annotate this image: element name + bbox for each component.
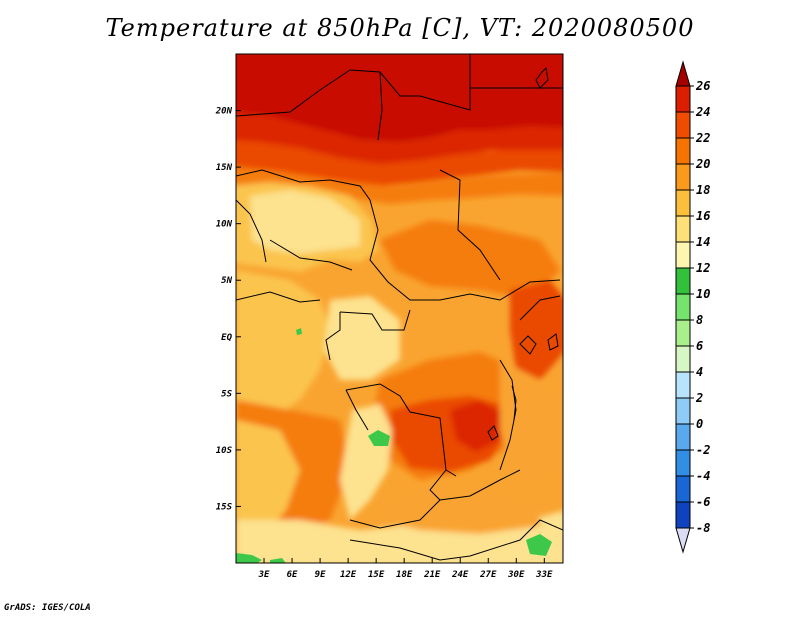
colorbar-swatch (675, 397, 691, 425)
colorbar-tick-label: 20 (695, 157, 710, 171)
colorbar-tick-label: 14 (696, 235, 710, 249)
colorbar-swatch (675, 475, 691, 503)
south-mid (380, 490, 540, 534)
colorbar-tick-label: 12 (696, 261, 710, 275)
lon-tick-label: 33E (535, 570, 553, 580)
colorbar-swatch (675, 501, 691, 529)
colorbar-tick-label: 22 (695, 131, 710, 145)
colorbar-swatch (675, 423, 691, 451)
green-patch-angola (368, 430, 390, 446)
colorbar-tick-label: 24 (695, 105, 710, 119)
colorbar-tick-label: 16 (696, 209, 710, 223)
lon-tick-label: 21E (423, 570, 441, 580)
colorbar-tick-label: 6 (696, 339, 703, 353)
east-lowland (500, 360, 563, 490)
map-frame (235, 53, 564, 564)
temperature-field (236, 54, 563, 563)
lon-tick-label: 15E (368, 570, 385, 580)
longitude-axis: 3E 6E 9E 12E 15E 18E 21E 24E 27E 30E 33E (258, 558, 553, 580)
hot-band-north (236, 54, 563, 142)
colorbar-swatch (675, 215, 691, 243)
lat-tick-label: 10N (216, 220, 233, 230)
band-24 (236, 112, 563, 164)
lat-tick-label: 5S (221, 389, 232, 399)
green-dot-gabon (296, 328, 302, 335)
lat-tick-label: EQ (221, 333, 232, 343)
colorbar-swatch (675, 449, 691, 477)
band-22 (236, 140, 563, 186)
lon-tick-label: 9E (315, 570, 326, 580)
lat-tick-label: 20N (215, 107, 233, 117)
east-highland-cool (510, 280, 563, 380)
lon-tick-label: 24E (451, 570, 469, 580)
lon-tick-label: 3E (258, 570, 270, 580)
colorbar-swatch (675, 85, 691, 113)
green-patch-south (270, 558, 286, 563)
colorbar-tick-label: 0 (696, 417, 703, 431)
country-borders (236, 54, 563, 561)
lat-tick-label: 15S (216, 502, 233, 512)
colorbar-tick-label: 18 (696, 183, 710, 197)
colorbar-tick-label: 4 (696, 365, 703, 379)
colorbar-swatch (675, 163, 691, 191)
colorbar-swatch (675, 189, 691, 217)
lon-tick-label: 12E (340, 570, 357, 580)
grads-credit: GrADS: IGES/COLA (4, 603, 91, 613)
colorbar-swatch (675, 111, 691, 139)
colorbar-tick-label: 26 (695, 79, 710, 93)
lat-tick-label: 5N (221, 276, 232, 286)
lon-tick-label: 6E (287, 570, 298, 580)
green-patch-southwest (236, 553, 262, 563)
coast-cool (236, 270, 330, 424)
colorbar-bottom-arrow (675, 527, 691, 554)
coast-sw-cool (236, 420, 300, 540)
colorbar-top-arrow (675, 60, 691, 87)
colorbar-swatch (675, 345, 691, 373)
latitude-axis: 20N 15N 10N 5N EQ 5S 10S 15S (215, 107, 241, 512)
colorbar-swatch (675, 319, 691, 347)
lon-tick-label: 27E (479, 570, 497, 580)
hot-spot-24 (450, 400, 500, 452)
lat-tick-label: 10S (216, 446, 233, 456)
lakes (487, 66, 559, 441)
colorbar-tick-label: 8 (696, 313, 703, 327)
band-20 (236, 166, 563, 204)
colorbar-tick-label: 2 (695, 391, 703, 405)
colorbar-swatch (675, 293, 691, 321)
colorbar-tick-label: -6 (696, 495, 710, 509)
lat-tick-label: 15N (216, 163, 233, 173)
colorbar-tick-label: -4 (696, 469, 710, 483)
colorbar-tick-label: -2 (696, 443, 710, 457)
congo-cool (324, 296, 400, 380)
colorbar-swatch (675, 241, 691, 269)
colorbar-swatch (675, 371, 691, 399)
central-warm-north (380, 220, 560, 300)
map-title: Temperature at 850hPa [C], VT: 202008050… (105, 14, 695, 42)
green-patch-southeast (526, 534, 552, 556)
colorbar-swatch (675, 137, 691, 165)
west-cooler (250, 190, 360, 254)
lon-tick-label: 30E (507, 570, 525, 580)
lon-tick-label: 18E (396, 570, 413, 580)
colorbar-tick-label: -8 (696, 521, 710, 535)
colorbar-tick-label: 10 (696, 287, 710, 301)
colorbar-swatch (675, 267, 691, 295)
